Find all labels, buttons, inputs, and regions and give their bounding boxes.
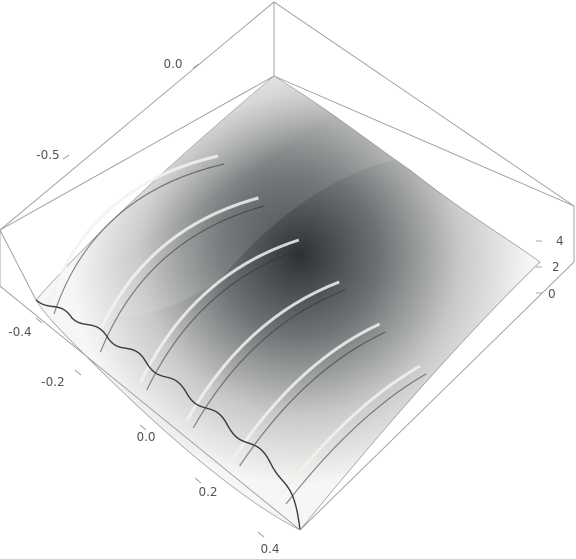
bounding-box-front bbox=[0, 229, 575, 531]
surface-ridge bbox=[46, 154, 219, 307]
surface-front-edge bbox=[35, 299, 301, 531]
y-tick-mark bbox=[62, 154, 70, 160]
x-axis: -0.4 -0.2 0.0 0.2 0.4 bbox=[8, 317, 280, 556]
x-tick-mark bbox=[194, 477, 202, 484]
x-tick-mark bbox=[257, 531, 265, 538]
surface-ridge bbox=[278, 364, 421, 497]
surface-ridge bbox=[93, 196, 259, 345]
surface-ridge-shadow bbox=[239, 331, 386, 467]
surface-ridges bbox=[46, 154, 427, 505]
x-tick-label-0: -0.4 bbox=[8, 325, 31, 339]
box-front-edge-top-left bbox=[0, 229, 37, 301]
box-front-edge-right bbox=[299, 261, 575, 531]
x-tick-label-3: 0.2 bbox=[198, 485, 217, 499]
surface bbox=[35, 75, 541, 531]
x-tick-label-2: 0.0 bbox=[136, 430, 155, 444]
z-axis: 4 2 0 bbox=[536, 234, 564, 301]
y-tick-mark bbox=[192, 63, 200, 69]
surface-ridge-shadow bbox=[285, 373, 427, 505]
y-tick-label-1: -0.5 bbox=[36, 148, 59, 162]
x-tick-mark bbox=[139, 424, 147, 431]
z-tick-label-0: 4 bbox=[556, 234, 564, 248]
surface-ridge-shadow bbox=[146, 247, 305, 391]
surface-ridge bbox=[232, 322, 381, 459]
z-tick-label-1: 2 bbox=[552, 260, 560, 274]
y-tick-label-0: 0.0 bbox=[163, 57, 182, 71]
box-back-edge-right bbox=[273, 75, 575, 207]
box-front-edge-left bbox=[0, 285, 301, 531]
x-tick-label-4: 0.4 bbox=[260, 542, 279, 556]
surface-highlight bbox=[36, 76, 395, 318]
box-back-edge-left bbox=[0, 75, 275, 231]
surface-ridge-shadow bbox=[192, 289, 346, 429]
bounding-box bbox=[0, 1, 575, 286]
surface-ridge bbox=[185, 280, 340, 421]
surface-ridge-shadow bbox=[53, 163, 225, 315]
y-axis: 0.0 -0.5 bbox=[36, 57, 200, 162]
x-tick-mark bbox=[74, 369, 82, 376]
z-tick-label-2: 0 bbox=[548, 287, 556, 301]
x-tick-mark bbox=[35, 317, 43, 324]
surface-ridge-shadow bbox=[99, 205, 265, 353]
x-tick-label-1: -0.2 bbox=[41, 375, 64, 389]
surface-ridge bbox=[139, 238, 300, 383]
